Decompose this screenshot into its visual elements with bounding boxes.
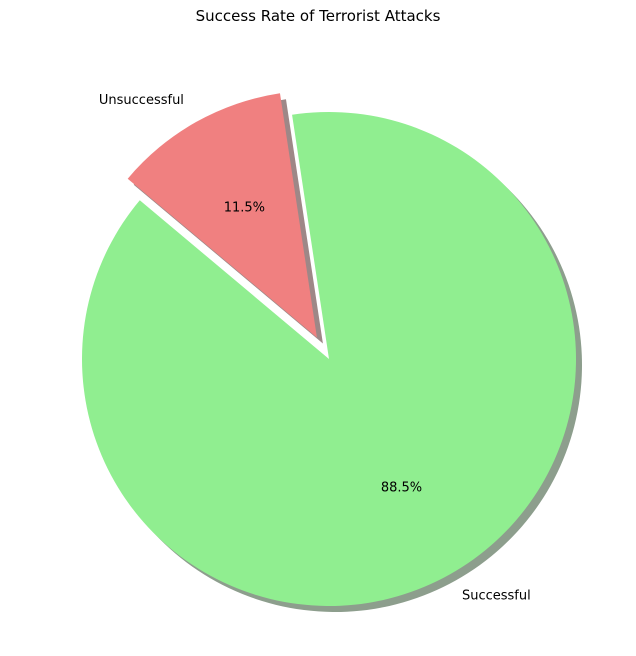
chart-title: Success Rate of Terrorist Attacks [195,7,441,25]
slice-pct-successful: 88.5% [381,481,422,496]
pie-wedges [82,93,576,606]
wedge-successful [82,111,576,606]
slice-label-unsuccessful: Unsuccessful [99,93,184,108]
wedge-unsuccessful [127,93,317,338]
pie-labels: Successful 88.5% Unsuccessful 11.5% [99,93,531,603]
slice-pct-unsuccessful: 11.5% [224,201,265,216]
slice-label-successful: Successful [462,588,531,603]
